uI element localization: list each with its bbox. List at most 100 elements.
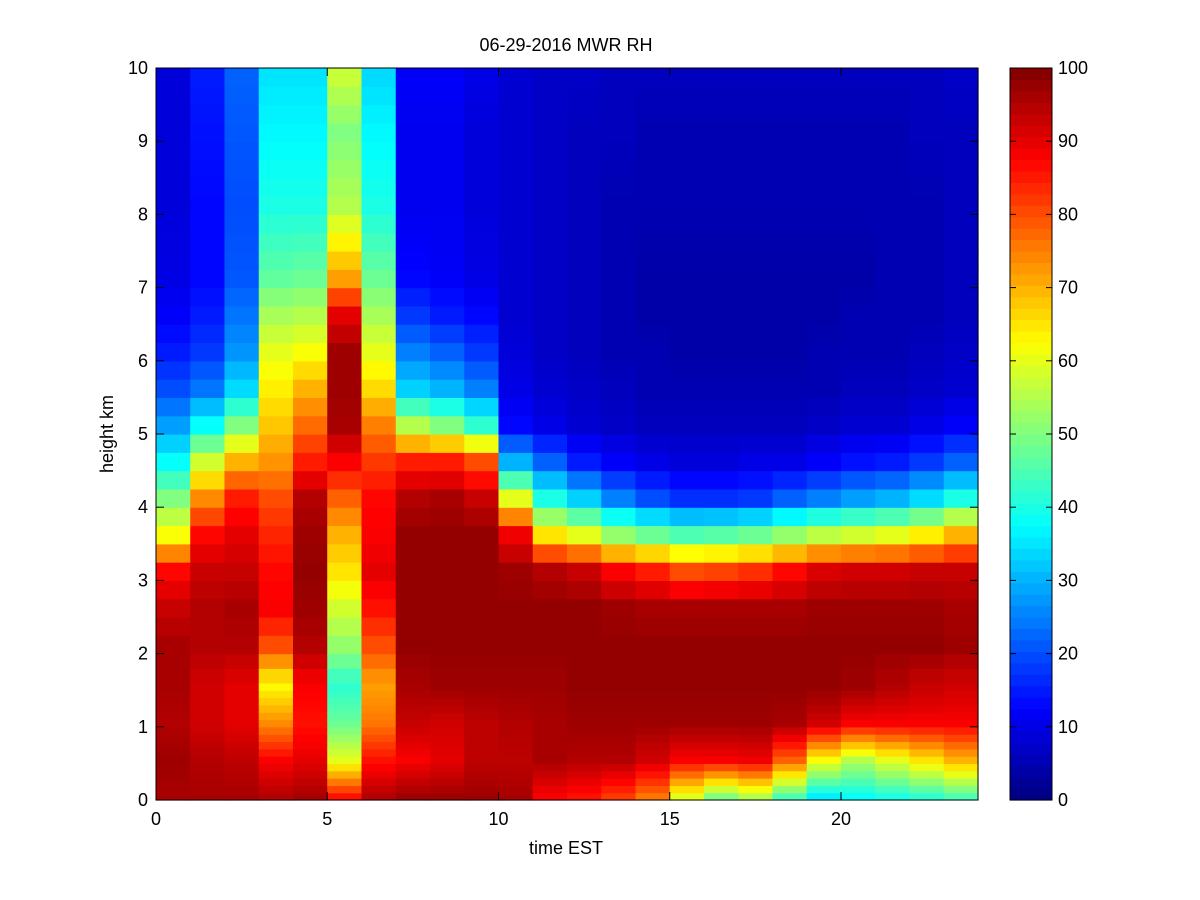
heatmap-cell <box>841 770 876 779</box>
heatmap-cell <box>498 617 534 636</box>
colorbar-swatch <box>1010 342 1052 355</box>
heatmap-cell <box>635 379 671 398</box>
heatmap-cell <box>841 792 876 801</box>
heatmap-cell <box>327 525 363 545</box>
heatmap-cell <box>909 770 945 779</box>
heatmap-cell <box>669 251 705 270</box>
y-tick-label: 3 <box>138 570 148 590</box>
heatmap-cell <box>909 159 945 179</box>
heatmap-cell <box>669 287 705 307</box>
heatmap-cell <box>293 214 328 234</box>
colorbar-tick-label: 70 <box>1058 278 1078 298</box>
colorbar-swatch <box>1010 319 1052 332</box>
heatmap-cell <box>909 697 945 706</box>
heatmap-cell <box>635 196 671 215</box>
heatmap-cell <box>875 756 911 764</box>
heatmap-cell <box>635 269 671 289</box>
heatmap-cell <box>875 726 911 735</box>
y-tick-label: 2 <box>138 644 148 664</box>
colorbar-swatch <box>1010 456 1052 469</box>
heatmap-cell <box>327 617 363 636</box>
heatmap-cell <box>224 379 260 398</box>
heatmap-cell <box>293 562 328 581</box>
heatmap-cell <box>704 704 739 713</box>
heatmap-cell <box>772 635 808 655</box>
heatmap-cell <box>224 159 260 179</box>
heatmap-cell <box>704 104 739 124</box>
heatmap-cell <box>635 668 671 684</box>
colorbar-swatch <box>1010 731 1052 744</box>
colorbar-swatch <box>1010 491 1052 504</box>
heatmap-cell <box>806 488 842 508</box>
heatmap-cell <box>875 580 911 600</box>
heatmap-cell <box>669 635 705 655</box>
heatmap-cell <box>361 712 397 721</box>
heatmap-cell <box>532 360 568 380</box>
heatmap-cell <box>327 397 363 417</box>
heatmap-cell <box>601 122 637 142</box>
heatmap-cell <box>704 452 739 472</box>
heatmap-cell <box>669 342 705 362</box>
heatmap-cell <box>943 269 979 289</box>
heatmap-cell <box>464 379 500 398</box>
heatmap-cell <box>943 543 979 563</box>
heatmap-cell <box>601 697 637 706</box>
heatmap-cell <box>464 342 500 362</box>
heatmap-cell <box>909 251 945 270</box>
heatmap-cell <box>190 269 226 289</box>
heatmap-cell <box>430 543 465 563</box>
heatmap-cell <box>772 734 808 743</box>
heatmap-cell <box>532 598 568 618</box>
colorbar-swatch <box>1010 479 1052 492</box>
heatmap-cell <box>430 690 465 699</box>
heatmap-cell <box>669 397 705 417</box>
heatmap-cell <box>430 598 465 618</box>
heatmap-cell <box>498 697 534 706</box>
heatmap-cell <box>669 269 705 289</box>
colorbar-swatch <box>1010 399 1052 412</box>
heatmap-cell <box>738 324 774 344</box>
heatmap-cell <box>498 232 534 252</box>
heatmap-cell <box>943 342 979 362</box>
heatmap-cell <box>156 690 191 699</box>
colorbar-tick-label: 50 <box>1058 424 1078 444</box>
heatmap-cell <box>361 682 397 691</box>
heatmap-cell <box>635 141 671 161</box>
heatmap-cell <box>258 756 294 764</box>
heatmap-cell <box>772 704 808 713</box>
heatmap-cell <box>738 305 774 325</box>
heatmap-cell <box>841 305 876 325</box>
heatmap-cell <box>190 792 226 801</box>
heatmap-cell <box>361 141 397 161</box>
heatmap-cell <box>464 196 500 215</box>
heatmap-cell <box>156 792 191 801</box>
colorbar-tick-label: 80 <box>1058 204 1078 224</box>
colorbar-swatch <box>1010 331 1052 344</box>
heatmap-cell <box>772 342 808 362</box>
heatmap-cell <box>258 682 294 691</box>
heatmap-cell <box>635 653 671 669</box>
heatmap-cell <box>293 785 328 794</box>
heatmap-cell <box>635 712 671 721</box>
heatmap-cell <box>498 104 534 124</box>
heatmap-cell <box>943 785 979 794</box>
heatmap-cell <box>601 580 637 600</box>
heatmap-cell <box>635 324 671 344</box>
heatmap-cell <box>635 360 671 380</box>
heatmap-cell <box>669 415 705 435</box>
heatmap-cell <box>806 397 842 417</box>
heatmap-cell <box>327 756 363 764</box>
heatmap-cell <box>293 682 328 691</box>
heatmap-cell <box>327 763 363 772</box>
heatmap-cell <box>601 470 637 490</box>
heatmap-cell <box>395 342 431 362</box>
heatmap-cell <box>943 214 979 234</box>
heatmap-cell <box>156 488 191 508</box>
heatmap-cell <box>327 770 363 779</box>
colorbar-tick-label: 60 <box>1058 351 1078 371</box>
heatmap-cell <box>567 360 602 380</box>
colorbar-swatch <box>1010 639 1052 652</box>
heatmap-cell <box>635 778 671 786</box>
heatmap-cell <box>635 748 671 757</box>
heatmap-cell <box>258 141 294 161</box>
